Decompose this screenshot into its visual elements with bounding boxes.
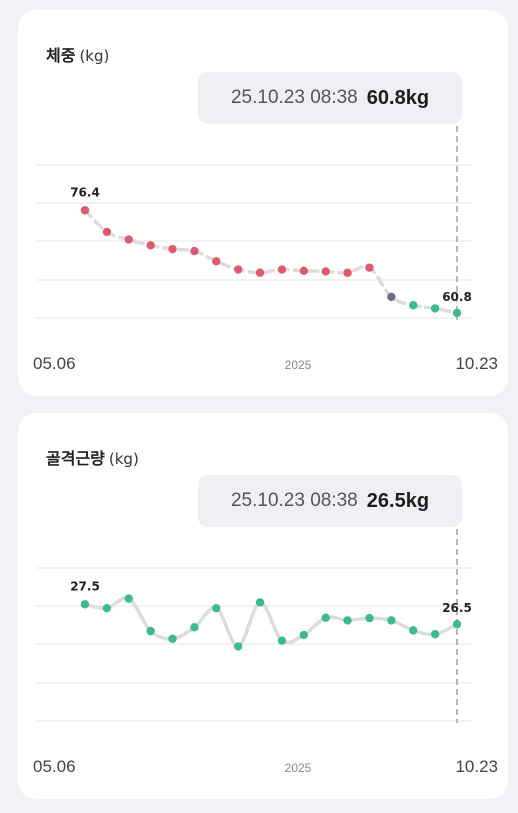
data-point-17 [452,308,462,318]
data-point-1 [102,603,112,613]
muscle-tooltip: 25.10.23 08:38 26.5kg [198,475,462,527]
data-point-15 [409,626,418,635]
weight-chart[interactable]: 76.4 60.8 05.06 10.23 2025 [18,10,508,396]
last-point-label: 60.8 [442,290,472,304]
muscle-tooltip-datetime: 25.10.23 08:38 [230,490,358,511]
data-point-7 [233,642,243,651]
data-point-0 [80,206,90,215]
data-point-2 [124,235,133,244]
weight-tooltip-datetime: 25.10.23 08:38 [230,87,358,108]
x-year-label: 2025 [285,761,312,775]
data-point-9 [277,636,287,645]
weight-tooltip: 25.10.23 08:38 60.8kg [198,72,462,124]
data-point-6 [212,603,221,613]
data-point-1 [102,227,112,237]
data-point-10 [299,266,309,276]
data-point-4 [168,244,177,254]
data-point-6 [212,257,221,266]
data-point-11 [321,613,330,622]
data-point-11 [321,267,330,276]
data-point-15 [409,301,418,310]
data-point-8 [255,268,265,277]
muscle-title: 골격근량 (kg) [46,449,139,468]
x-end-label: 10.23 [455,354,498,373]
data-point-9 [277,265,287,274]
x-end-label: 10.23 [455,757,498,776]
weight-card: 체중 (kg) 76.4 60.8 05.06 10.23 2025 25.10.23 0… [18,10,508,396]
data-point-8 [255,598,265,607]
first-point-label: 76.4 [70,185,100,199]
muscle-chart[interactable]: 27.5 26.5 05.06 10.23 2025 [18,413,508,799]
data-point-17 [452,620,462,629]
data-point-16 [430,629,440,639]
muscle-tooltip-value: 26.5kg [366,489,430,512]
data-point-13 [365,263,374,272]
data-point-10 [299,630,309,640]
data-point-13 [365,613,374,623]
data-point-14 [387,616,396,625]
data-point-16 [430,304,440,313]
series-line [83,208,459,315]
data-point-14 [387,292,396,302]
data-point-0 [80,600,90,609]
weight-unit: (kg) [79,47,110,65]
data-point-2 [124,594,133,603]
data-point-4 [168,634,177,643]
x-year-label: 2025 [285,358,312,372]
data-point-12 [343,616,352,625]
data-point-5 [190,246,199,256]
last-point-label: 26.5 [442,601,472,615]
weight-title: 체중 (kg) [46,46,110,65]
data-point-3 [146,241,155,250]
data-point-5 [190,623,199,632]
data-point-12 [343,268,352,277]
muscle-card: 골격근량 (kg) 27.5 26.5 05.06 10.23 2025 25.10.23… [18,413,508,799]
muscle-unit: (kg) [108,450,139,468]
x-start-label: 05.06 [33,757,76,776]
x-start-label: 05.06 [33,354,76,373]
first-point-label: 27.5 [70,579,100,593]
data-point-7 [233,265,243,274]
data-point-3 [146,626,155,636]
weight-tooltip-value: 60.8kg [366,86,430,109]
series-line [83,596,459,649]
